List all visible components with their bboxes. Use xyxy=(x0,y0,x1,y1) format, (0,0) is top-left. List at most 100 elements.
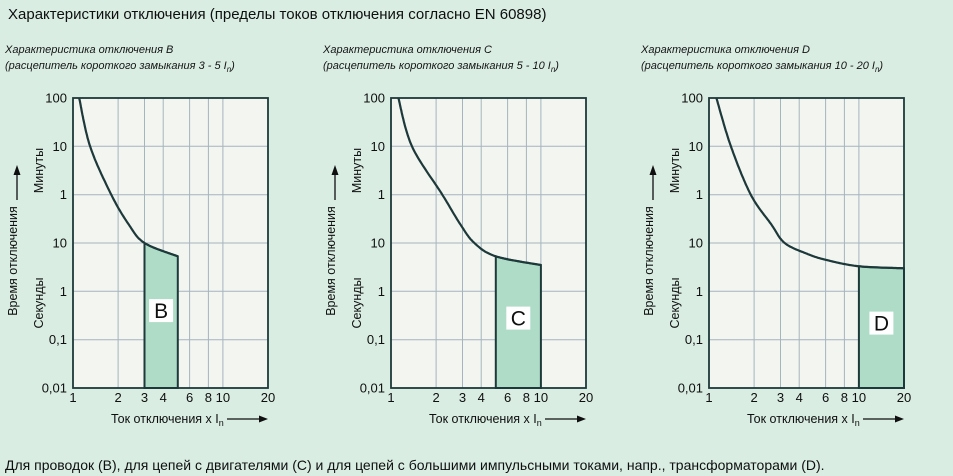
plot-area-d: 100 10 1 10 1 0,1 0,01 1 2 3 4 6 8 10 20 Минуты Секунды В… xyxy=(641,76,953,429)
x-tick-label: 10 xyxy=(216,390,230,405)
chart-subtitle: (расцепитель короткого замыкания 10 - 20… xyxy=(641,58,953,74)
seconds-label: Секунды xyxy=(668,277,682,328)
x-tick-label: 4 xyxy=(160,390,167,405)
region-letter: B xyxy=(154,300,168,323)
x-axis-label: Ток отключения x In xyxy=(111,412,224,428)
plot-area-b: 100 10 1 10 1 0,1 0,01 1 2 3 4 6 8 10 20 Минуты Секунды В… xyxy=(5,76,318,429)
y-tick-label: 1 xyxy=(696,187,703,202)
x-tick-label: 1 xyxy=(69,390,76,405)
y-tick-label: 1 xyxy=(378,187,385,202)
x-tick-label: 1 xyxy=(705,390,712,405)
current-subscript: n xyxy=(226,65,232,75)
page-title: Характеристики отключения (пределы токов… xyxy=(8,6,547,23)
y-tick-label: 1 xyxy=(378,284,385,299)
y-tick-label: 100 xyxy=(363,91,385,106)
x-tick-label: 2 xyxy=(750,390,757,405)
x-tick-label: 2 xyxy=(114,390,121,405)
x-tick-label: 4 xyxy=(478,390,485,405)
charts-row: Характеристика отключения B (расцепитель… xyxy=(0,42,953,428)
x-tick-label: 3 xyxy=(141,390,148,405)
plot-area-c: 100 10 1 10 1 0,1 0,01 1 2 3 4 6 8 10 20 Минуты Секунды В… xyxy=(323,76,636,429)
chart-c: Характеристика отключения C (расцепитель… xyxy=(318,42,636,428)
y-tick-label: 100 xyxy=(45,91,67,106)
y-tick-label: 100 xyxy=(681,91,703,106)
x-tick-label: 3 xyxy=(459,390,466,405)
plot-frame xyxy=(708,97,905,389)
minutes-label: Минуты xyxy=(668,148,682,193)
minutes-label: Минуты xyxy=(350,148,364,193)
seconds-label: Секунды xyxy=(350,277,364,328)
trip-curve xyxy=(78,97,179,258)
seconds-label: Секунды xyxy=(32,277,46,328)
trip-curve xyxy=(397,97,542,267)
y-axis-arrow-icon xyxy=(13,165,21,200)
y-axis-label: Время отключения xyxy=(324,206,338,316)
y-tick-label: 10 xyxy=(371,236,385,251)
plot-frame xyxy=(72,97,269,389)
y-tick-label: 0,01 xyxy=(678,381,703,396)
x-tick-label: 6 xyxy=(186,390,193,405)
x-tick-label: 8 xyxy=(523,390,530,405)
x-tick-label: 20 xyxy=(897,390,911,405)
x-axis-arrow-icon xyxy=(545,415,586,423)
y-tick-label: 10 xyxy=(689,139,703,154)
chart-subtitle-text: (расцепитель короткого замыкания 3 - 5 I xyxy=(5,60,227,72)
x-tick-label: 8 xyxy=(841,390,848,405)
y-tick-label: 10 xyxy=(689,236,703,251)
current-subscript: n xyxy=(550,65,556,75)
x-tick-label: 6 xyxy=(504,390,511,405)
chart-d: Характеристика отключения D (расцепитель… xyxy=(636,42,953,428)
y-tick-label: 0,1 xyxy=(367,332,385,347)
x-tick-label: 10 xyxy=(852,390,866,405)
y-tick-label: 0,01 xyxy=(42,381,67,396)
region-letter: C xyxy=(511,308,526,331)
x-tick-label: 4 xyxy=(796,390,803,405)
x-tick-label: 2 xyxy=(432,390,439,405)
x-tick-label: 10 xyxy=(534,390,548,405)
y-tick-label: 10 xyxy=(53,139,67,154)
y-tick-label: 1 xyxy=(60,284,67,299)
x-tick-label: 20 xyxy=(261,390,275,405)
caption: Для проводок (B), для цепей с двигателям… xyxy=(5,457,825,473)
trip-curve xyxy=(715,97,904,270)
chart-subtitle-text: (расцепитель короткого замыкания 5 - 10 … xyxy=(323,60,551,72)
region-letter-box xyxy=(869,311,894,335)
region-letter-box xyxy=(506,306,531,330)
y-axis-arrow-icon xyxy=(331,165,339,200)
region-letter: D xyxy=(874,313,889,336)
x-tick-label: 3 xyxy=(777,390,784,405)
y-tick-label: 1 xyxy=(696,284,703,299)
x-axis-label: Ток отключения x In xyxy=(747,412,860,428)
y-axis-label: Время отключения xyxy=(642,206,656,316)
chart-subtitle: (расцепитель короткого замыкания 3 - 5 I… xyxy=(5,58,318,74)
chart-b: Характеристика отключения B (расцепитель… xyxy=(0,42,318,428)
minutes-label: Минуты xyxy=(32,148,46,193)
chart-subtitle-suffix: ) xyxy=(879,60,884,72)
y-tick-label: 10 xyxy=(53,236,67,251)
chart-subtitle-text: (расцепитель короткого замыкания 10 - 20… xyxy=(641,60,875,72)
chart-title: Характеристика отключения B xyxy=(5,44,174,56)
x-axis-label: Ток отключения x In xyxy=(429,412,542,428)
y-tick-label: 1 xyxy=(60,187,67,202)
y-tick-label: 0,1 xyxy=(49,332,67,347)
chart-title: Характеристика отключения C xyxy=(323,44,492,56)
y-axis-label: Время отключения xyxy=(6,206,20,316)
x-tick-label: 1 xyxy=(387,390,394,405)
current-subscript: n xyxy=(874,65,880,75)
y-tick-label: 10 xyxy=(371,139,385,154)
x-axis-arrow-icon xyxy=(863,415,904,423)
y-tick-label: 0,1 xyxy=(685,332,703,347)
y-tick-label: 0,01 xyxy=(360,381,385,396)
y-axis-arrow-icon xyxy=(649,165,657,200)
x-tick-label: 6 xyxy=(822,390,829,405)
chart-subtitle: (расцепитель короткого замыкания 5 - 10 … xyxy=(323,58,636,74)
x-axis-arrow-icon xyxy=(227,415,268,423)
x-tick-label: 20 xyxy=(579,390,593,405)
chart-subtitle-suffix: ) xyxy=(231,60,235,72)
chart-subtitle-suffix: ) xyxy=(555,60,559,72)
region-letter-box xyxy=(149,299,174,323)
